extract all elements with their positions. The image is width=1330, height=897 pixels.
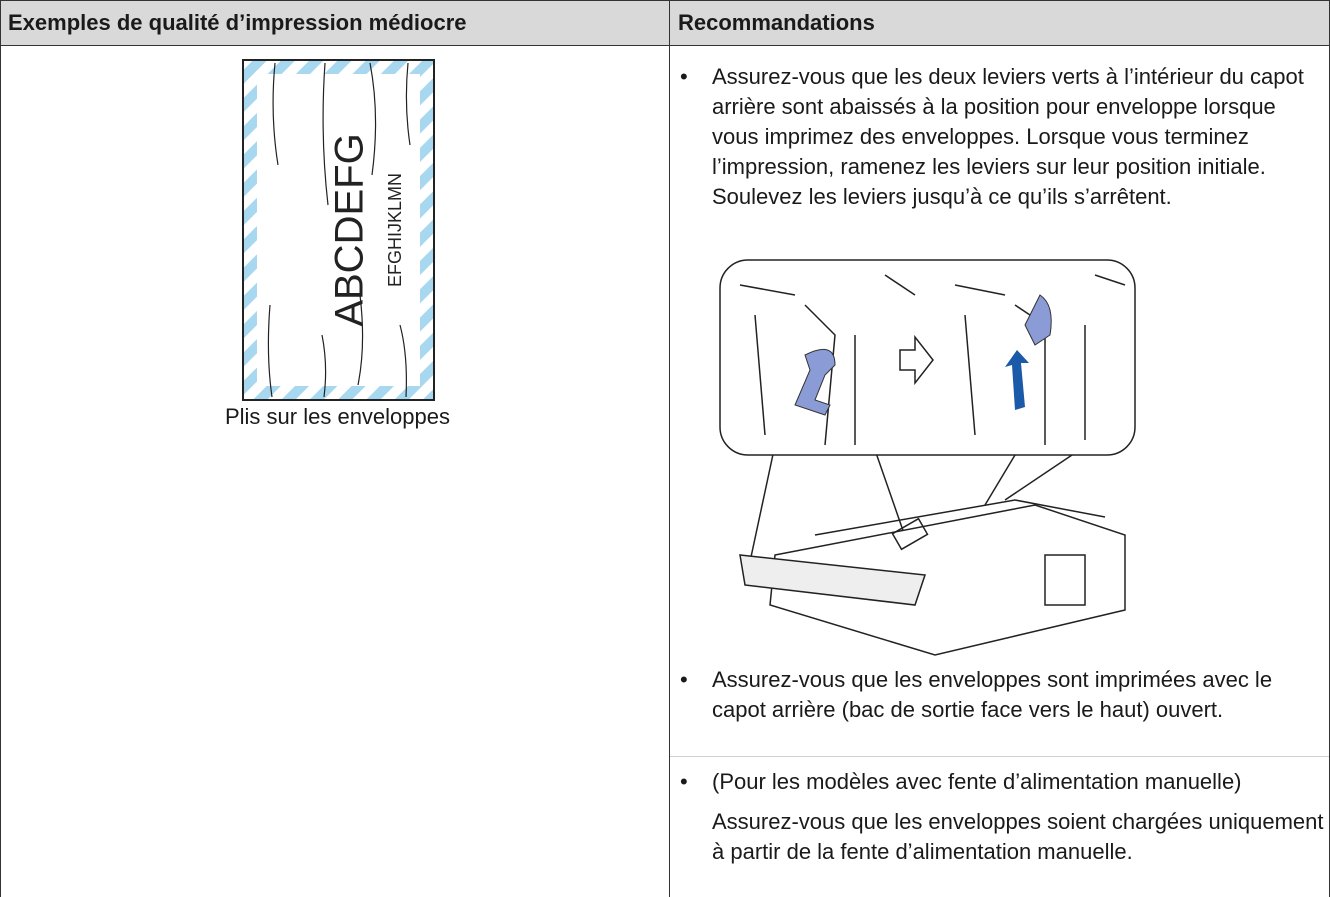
bullet: • bbox=[680, 769, 688, 794]
bullet-text: Assurez-vous que les enveloppes sont imp… bbox=[712, 667, 1273, 722]
crease bbox=[267, 62, 411, 398]
border bbox=[0, 0, 1, 897]
envelope-outline bbox=[242, 59, 435, 401]
printer-illustration bbox=[719, 259, 1136, 656]
lever bbox=[794, 348, 836, 416]
sample-text: ABCDEFG bbox=[328, 133, 372, 326]
bullet-item: • Assurez-vous que les deux leviers vert… bbox=[680, 62, 1320, 212]
bullet-item: • (Pour les modèles avec fente d’aliment… bbox=[680, 767, 1324, 867]
header-cell: Recommandations bbox=[670, 0, 1330, 46]
bullet-text: (Pour les modèles avec fente d’alimentat… bbox=[712, 769, 1242, 794]
separator bbox=[670, 756, 1329, 757]
bullet-text: Assurez-vous que les deux leviers verts … bbox=[712, 64, 1304, 209]
sample-text: EFGHIJKLMN bbox=[385, 173, 405, 287]
envelope-illustration: ABCDEFG EFGHIJKLMN bbox=[242, 59, 435, 401]
arrow bbox=[1005, 350, 1029, 410]
header-text: Exemples de qualité d’impression médiocr… bbox=[8, 10, 467, 35]
header-cell: Exemples de qualité d’impression médiocr… bbox=[0, 0, 670, 46]
header-text: Recommandations bbox=[678, 10, 875, 35]
bullet-item: • Assurez-vous que les enveloppes sont i… bbox=[680, 665, 1320, 725]
bullet: • bbox=[680, 64, 688, 89]
border bbox=[669, 0, 670, 897]
bullet: • bbox=[680, 667, 688, 692]
caption: Plis sur les enveloppes bbox=[224, 404, 450, 429]
lever bbox=[1024, 294, 1052, 346]
bullet-note: Assurez-vous que les enveloppes soient c… bbox=[712, 809, 1324, 864]
envelope-face bbox=[257, 74, 420, 386]
